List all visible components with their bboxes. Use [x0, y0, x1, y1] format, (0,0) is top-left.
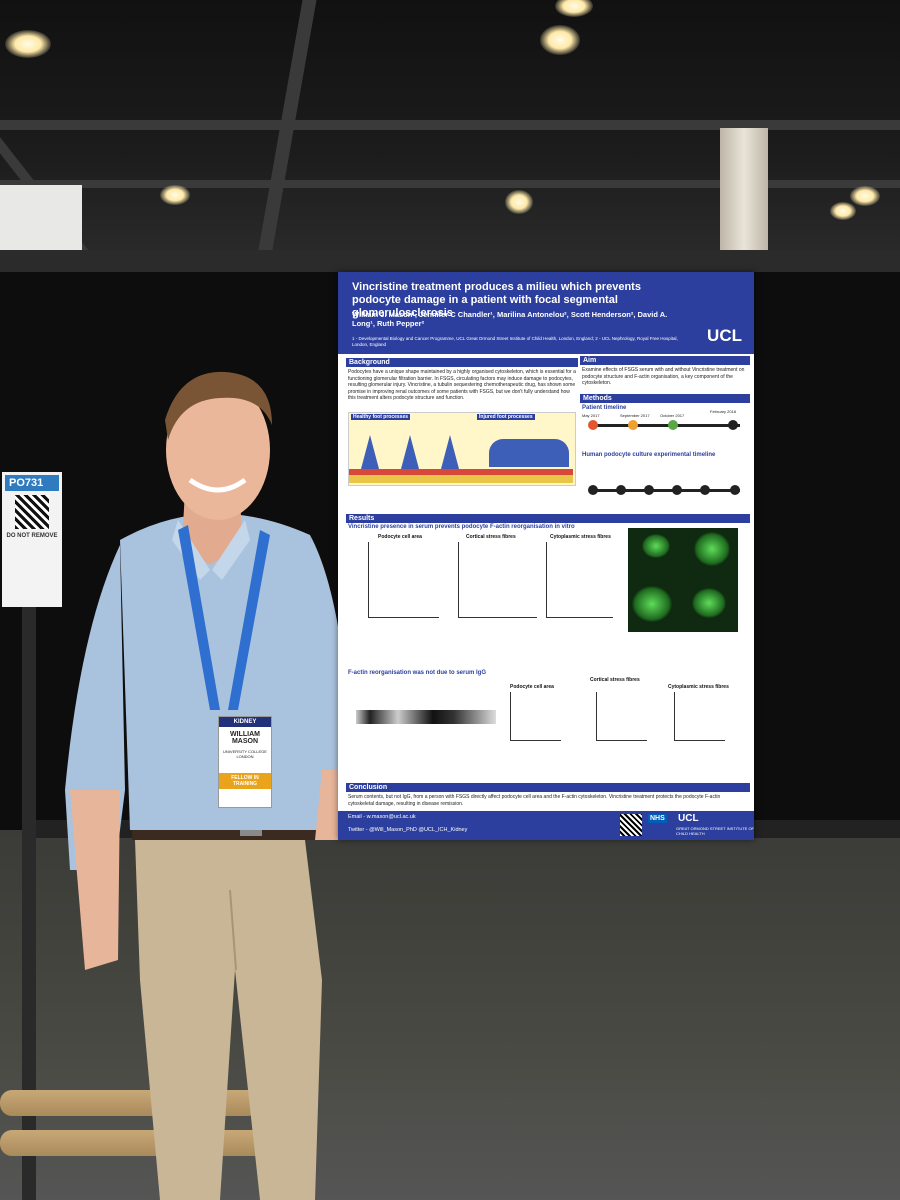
timeline-date: February 2018 — [710, 409, 737, 414]
qr-code-icon — [620, 814, 642, 836]
culture-timeline-label: Human podocyte culture experimental time… — [582, 452, 716, 458]
badge-footer: FELLOW IN TRAINING — [219, 773, 271, 789]
timeline-dot — [668, 420, 678, 430]
timeline-dot — [588, 420, 598, 430]
booth-frame — [0, 250, 900, 272]
culture-timeline-bar — [592, 489, 740, 492]
western-blot — [356, 710, 496, 724]
patient-timeline-label: Patient timeline — [582, 405, 627, 411]
timeline-date: October 2017 — [660, 413, 685, 418]
timeline-date: May 2017 — [582, 413, 600, 418]
tag-note: DO NOT REMOVE — [6, 533, 58, 539]
chart-title: Cortical stress fibres — [466, 534, 516, 540]
qr-code-icon — [15, 495, 49, 529]
poster-tube — [0, 1130, 280, 1156]
chart-title: Cytoplasmic stress fibres — [550, 534, 611, 540]
scatter-plot — [596, 692, 647, 741]
poster-authors: William J. Mason¹, Jennifer C Chandler¹,… — [352, 310, 668, 328]
methods-heading: Methods — [580, 394, 750, 403]
pillar — [720, 128, 768, 253]
booth-pole — [22, 600, 36, 1200]
poster-board-tag: PO731 DO NOT REMOVE — [2, 472, 62, 607]
microscopy-images — [628, 528, 738, 632]
poster-affiliation: 1 - Developmental Biology and Cancer Pro… — [352, 336, 678, 347]
scatter-plot — [510, 692, 561, 741]
badge-name: WILLIAM MASON — [230, 731, 260, 745]
scatter-plot — [368, 542, 439, 618]
badge-org: UNIVERSITY COLLEGE LONDON — [223, 749, 267, 759]
podocyte-diagram: Healthy foot processes Injured foot proc… — [348, 412, 576, 486]
nhs-logo: NHS — [648, 814, 667, 823]
poster-header: Vincristine treatment produces a milieu … — [338, 272, 754, 354]
contact-email: Email - w.mason@ucl.ac.uk — [348, 814, 416, 820]
results-subheading: F-actin reorganisation was not due to se… — [348, 670, 487, 676]
aim-heading: Aim — [580, 356, 750, 365]
healthy-label: Healthy foot processes — [351, 414, 411, 420]
scatter-plot — [458, 542, 537, 618]
timeline-dot — [728, 420, 738, 430]
chart-title: Podocyte cell area — [378, 534, 422, 540]
aim-text: Examine effects of FSGS serum with and w… — [582, 367, 745, 386]
ucl-footer-logo: UCL — [678, 813, 699, 824]
timeline-dot — [628, 420, 638, 430]
name-badge: KIDNEY WILLIAM MASON UNIVERSITY COLLEGE … — [218, 716, 272, 808]
background-heading: Background — [346, 358, 578, 367]
scatter-plot — [546, 542, 613, 618]
results-heading: Results — [346, 514, 750, 523]
chart-title: Cytoplasmic stress fibres — [668, 684, 729, 690]
conclusion-text: Serum contents, but not IgG, from a pers… — [348, 794, 721, 807]
poster-title: Vincristine treatment produces a milieu … — [352, 281, 641, 319]
chart-title: Podocyte cell area — [510, 684, 554, 690]
conclusion-heading: Conclusion — [346, 783, 750, 792]
chart-title: Cortical stress fibres — [590, 677, 640, 683]
background-text: Podocytes have a unique shape maintained… — [348, 369, 576, 401]
ceiling — [0, 0, 900, 257]
badge-header: KIDNEY — [219, 717, 271, 727]
gosh-logo: GREAT ORMOND STREET INSTITUTE OF CHILD H… — [676, 826, 755, 836]
injured-label: Injured foot processes — [477, 414, 535, 420]
results-subheading: Vincristine presence in serum prevents p… — [348, 524, 575, 530]
ucl-logo: UCL — [707, 326, 742, 345]
scientific-poster: Vincristine treatment produces a milieu … — [338, 272, 754, 840]
poster-footer: Email - w.mason@ucl.ac.uk Twitter - @Wil… — [338, 811, 754, 840]
white-panel — [0, 185, 82, 255]
timeline-date: September 2017 — [620, 413, 650, 418]
scatter-plot — [674, 692, 725, 741]
patient-timeline-bar — [592, 424, 740, 427]
poster-code: PO731 — [5, 475, 59, 491]
presenter — [65, 371, 355, 1200]
contact-twitter: Twitter - @Will_Mason_PhD @UCL_ICH_Kidne… — [348, 827, 468, 833]
